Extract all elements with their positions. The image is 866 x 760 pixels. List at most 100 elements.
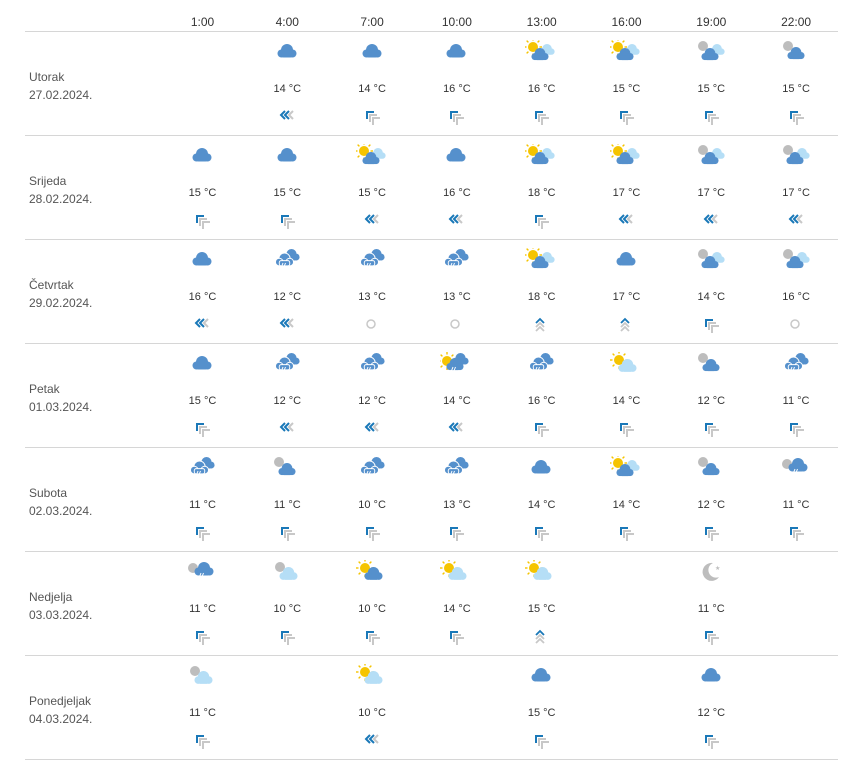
sun-lightcloud-icon <box>440 560 467 580</box>
forecast-cell: 10 °C <box>330 552 415 655</box>
hour-header: 13:00 <box>526 15 557 29</box>
temperature: 15 °C <box>188 187 217 199</box>
cloud-icon <box>531 460 551 474</box>
temperature: 13 °C <box>443 291 471 303</box>
forecast-cell: 15 °C <box>754 32 839 135</box>
rain-icon <box>444 249 469 269</box>
wind-nw-icon <box>535 215 550 229</box>
forecast-cell: 17 °C <box>584 136 669 239</box>
temperature: 12 °C <box>697 707 726 719</box>
forecast-cell: 15 °C <box>584 32 669 135</box>
temperature: 12 °C <box>273 395 302 407</box>
day-row: Srijeda 28.02.2024. 15 °C 15 °C 15 °C 16 … <box>25 136 838 240</box>
temperature: 11 °C <box>189 707 216 719</box>
day-row: Četvrtak 29.02.2024. 16 °C 12 °C 13 °C 13… <box>25 240 838 344</box>
forecast-cell: 14 °C <box>499 448 584 551</box>
wind-up-icon <box>535 317 545 332</box>
wind-left-icon <box>618 214 633 224</box>
temperature: 11 °C <box>697 603 725 615</box>
hour-header: 1:00 <box>190 15 215 29</box>
sun-clouds-icon <box>355 144 386 165</box>
day-date: 27.02.2024. <box>29 88 93 102</box>
day-date: 01.03.2024. <box>29 400 93 414</box>
wind-calm-icon <box>365 319 376 329</box>
cloud-icon <box>277 44 297 58</box>
cloud-icon <box>531 668 551 682</box>
wind-nw-icon <box>196 423 210 437</box>
temperature: 16 °C <box>527 83 556 95</box>
temperature: 14 °C <box>443 395 471 407</box>
wind-nw-icon <box>280 631 295 645</box>
rain-icon <box>190 457 215 477</box>
hour-header: 10:00 <box>441 15 472 29</box>
temperature: 15 °C <box>273 187 302 199</box>
forecast-cell: ★ 11 °C <box>669 552 754 655</box>
temperature: 14 °C <box>443 603 471 615</box>
forecast-cell: 15 °C <box>669 32 754 135</box>
temperature: 10 °C <box>358 499 386 511</box>
forecast-cell: 15 °C <box>499 656 584 759</box>
sun-clouds-icon <box>610 40 640 61</box>
sun-clouds-icon <box>610 456 640 477</box>
sun-clouds-icon <box>610 144 640 165</box>
temperature: 14 °C <box>273 83 302 95</box>
day-date: 28.02.2024. <box>29 192 93 206</box>
forecast-cell: 15 °C <box>499 552 584 655</box>
forecast-cell: 16 °C <box>414 32 499 135</box>
day-label: Četvrtak 29.02.2024. <box>29 276 92 312</box>
forecast-cell: 15 °C <box>160 344 245 447</box>
wind-nw-icon <box>704 735 719 749</box>
rain-icon <box>529 353 554 373</box>
wind-left-icon <box>194 318 209 328</box>
wind-left-icon <box>448 214 464 224</box>
wind-nw-icon <box>704 423 719 437</box>
temperature: 12 °C <box>697 395 726 407</box>
forecast-cell: 18 °C <box>499 136 584 239</box>
sun-rain-icon <box>440 352 469 373</box>
sun-clouds-icon <box>525 40 555 61</box>
cloud-icon <box>277 148 297 162</box>
temperature: 14 °C <box>697 291 726 303</box>
day-row: Petak 01.03.2024. 15 °C 12 °C 12 °C 14 °C… <box>25 344 838 448</box>
wind-nw-icon <box>280 215 295 229</box>
day-row: Nedjelja 03.03.2024. 11 °C 10 °C 10 °C 14… <box>25 552 838 656</box>
wind-left-icon <box>364 734 379 744</box>
wind-left-icon <box>364 422 379 432</box>
day-row: Ponedjeljak 04.03.2024. 11 °C 10 °C 15 °C… <box>25 656 838 760</box>
day-date: 29.02.2024. <box>29 296 93 310</box>
temperature: 18 °C <box>527 187 556 199</box>
cloud-icon <box>446 148 466 162</box>
forecast-cell: 18 °C <box>499 240 584 343</box>
day-name: Nedjelja <box>29 590 73 604</box>
day-name: Četvrtak <box>29 278 74 292</box>
forecast-cell: 10 °C <box>330 656 415 759</box>
temperature: 15 °C <box>188 395 217 407</box>
sun-lightcloud-icon <box>525 560 552 580</box>
temperature: 16 °C <box>527 395 556 407</box>
forecast-cell: 12 °C <box>245 240 330 343</box>
day-name: Ponedjeljak <box>29 694 92 708</box>
wind-left-icon <box>279 110 294 120</box>
day-date: 04.03.2024. <box>29 712 93 726</box>
sun-clouds-icon <box>525 144 555 165</box>
temperature: 12 °C <box>358 395 386 407</box>
forecast-cell: 15 °C <box>160 136 245 239</box>
rain-icon <box>359 353 385 373</box>
temperature: 12 °C <box>697 499 726 511</box>
rain-icon <box>359 249 385 269</box>
day-name: Petak <box>29 382 60 396</box>
moon-rain-icon <box>188 562 214 579</box>
moon-clouds-icon <box>782 249 810 269</box>
temperature: 15 °C <box>358 187 386 199</box>
day-date: 03.03.2024. <box>29 608 93 622</box>
forecast-cell: 13 °C <box>330 240 415 343</box>
forecast-table: 1:00 4:00 7:00 10:00 13:00 16:00 19:00 22:00 Ut… <box>25 0 838 760</box>
day-label: Utorak 27.02.2024. <box>29 68 92 104</box>
wind-nw-icon <box>704 111 719 125</box>
wind-nw-icon <box>450 111 465 125</box>
day-label: Ponedjeljak 04.03.2024. <box>29 692 92 728</box>
wind-left-icon <box>703 214 718 224</box>
forecast-cell: 10 °C <box>245 552 330 655</box>
wind-nw-icon <box>789 423 804 437</box>
wind-nw-icon <box>704 527 719 541</box>
